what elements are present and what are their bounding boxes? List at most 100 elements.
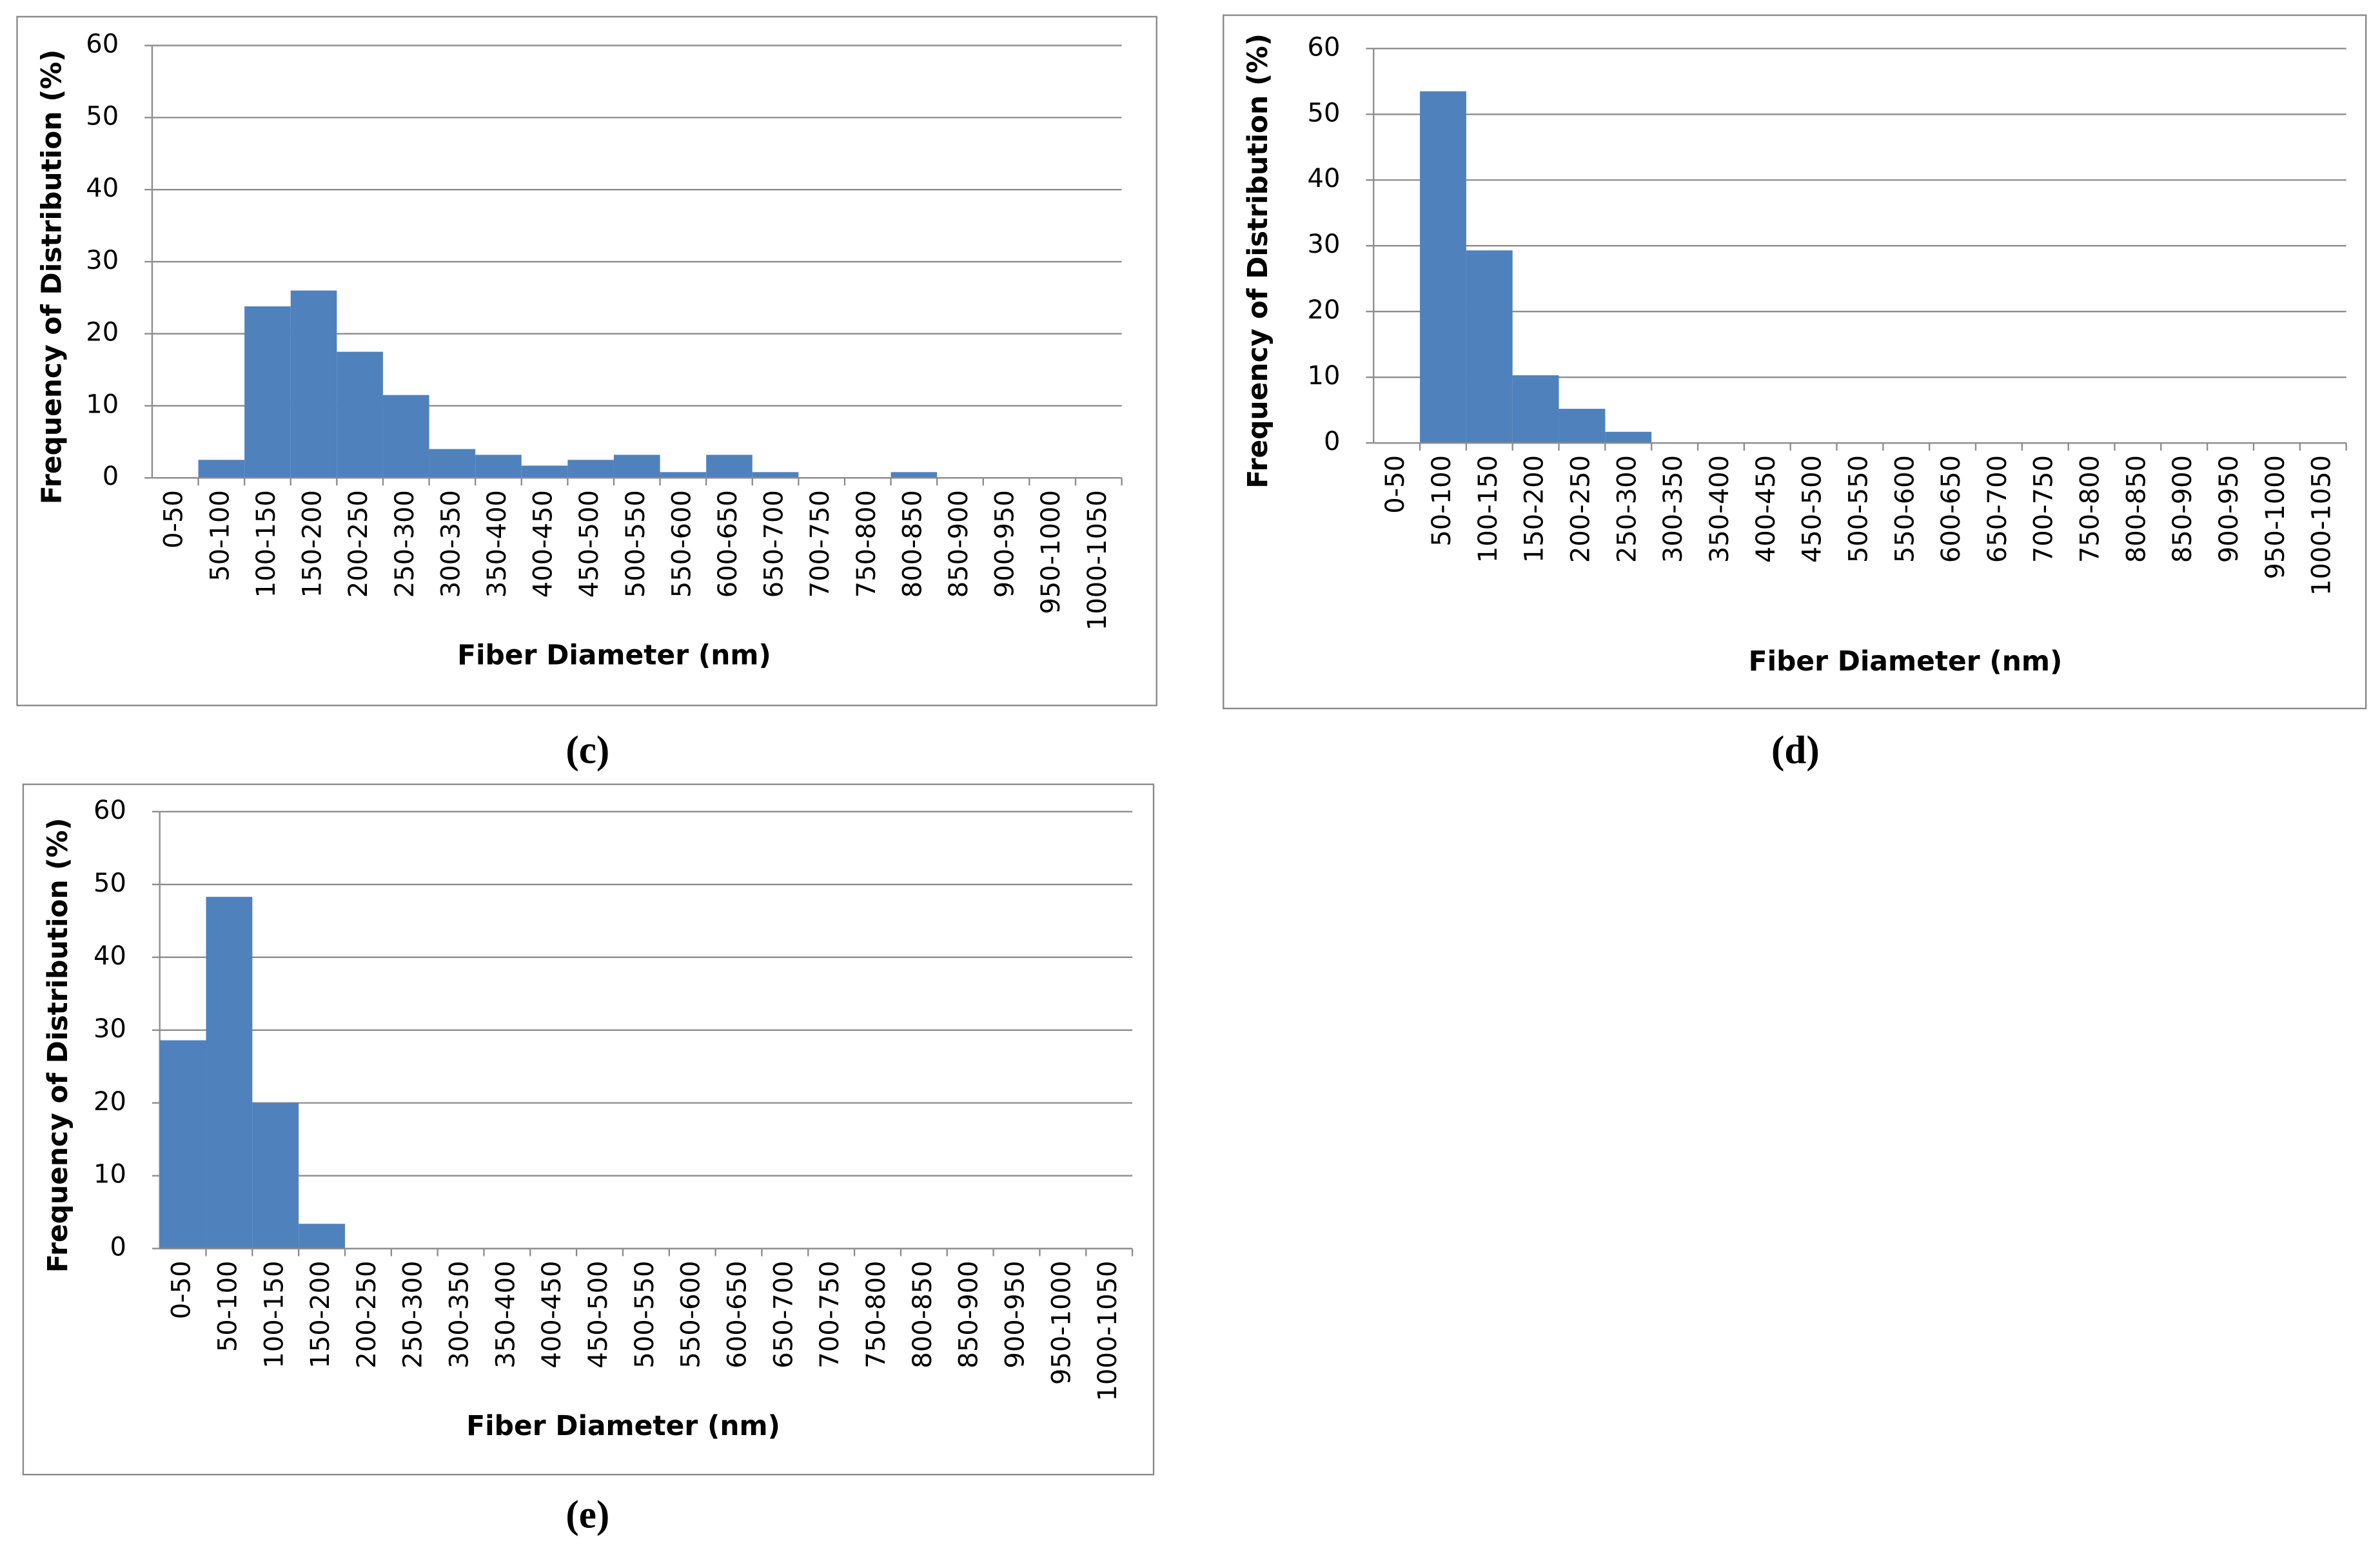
y-tick-label: 50: [86, 101, 119, 131]
x-tick-label: 300-350: [1658, 455, 1688, 563]
x-tick-label: 950-1000: [1047, 1260, 1076, 1385]
x-tick-label: 650-700: [1983, 455, 2012, 563]
bar: [1512, 375, 1559, 444]
y-axis-title: Frequency of Distribution (%): [35, 50, 67, 505]
bar: [706, 455, 752, 478]
y-tick-label: 10: [86, 389, 119, 419]
y-tick-label: 0: [1324, 427, 1340, 456]
y-tick-label: 60: [1308, 32, 1341, 62]
x-tick-label: 800-850: [2121, 455, 2151, 563]
x-tick-label: 250-300: [1612, 455, 1642, 563]
x-tick-label: 100-150: [1473, 455, 1503, 563]
x-tick-label: 750-800: [861, 1260, 891, 1368]
bar: [521, 465, 568, 478]
y-tick-label: 60: [93, 796, 126, 825]
x-axis-title: Fiber Diameter (nm): [1749, 645, 2063, 677]
x-tick-label: 350-400: [491, 1260, 520, 1368]
caption: (e): [565, 1493, 609, 1537]
x-tick-label: 900-950: [1001, 1260, 1030, 1368]
y-tick-label: 0: [103, 462, 119, 491]
bar: [1559, 409, 1606, 444]
bar: [244, 306, 291, 478]
x-tick-label: 900-950: [2214, 455, 2244, 563]
y-tick-label: 50: [93, 868, 126, 898]
x-tick-label: 1000-1050: [2307, 455, 2337, 596]
y-tick-label: 0: [110, 1233, 126, 1262]
bar: [567, 460, 614, 478]
caption: (d): [1771, 729, 1820, 772]
x-tick-label: 550-600: [676, 1260, 706, 1368]
x-tick-label: 0-50: [1381, 455, 1410, 514]
x-tick-label: 500-550: [1844, 455, 1873, 563]
caption: (c): [565, 729, 609, 772]
x-axis-title: Fiber Diameter (nm): [457, 639, 771, 670]
bar: [475, 455, 522, 478]
y-tick-label: 40: [86, 173, 119, 203]
y-tick-label: 20: [1308, 295, 1341, 325]
x-tick-label: 750-800: [2076, 455, 2105, 563]
x-tick-label: 300-350: [445, 1260, 475, 1368]
x-tick-label: 300-350: [436, 490, 466, 598]
bar: [1605, 431, 1652, 444]
x-tick-label: 500-550: [621, 490, 651, 598]
bar: [198, 460, 245, 478]
x-tick-label: 600-650: [723, 1260, 752, 1368]
x-tick-label: 550-600: [1890, 455, 1920, 563]
y-tick-label: 10: [1308, 361, 1341, 391]
bar: [660, 472, 707, 478]
bar: [159, 1040, 206, 1249]
x-tick-label: 200-250: [1566, 455, 1595, 563]
y-tick-label: 40: [93, 941, 126, 971]
x-axis-title: Fiber Diameter (nm): [466, 1410, 780, 1442]
bar: [206, 897, 253, 1249]
x-tick-label: 850-900: [2168, 455, 2198, 563]
x-tick-label: 100-150: [251, 490, 281, 598]
y-tick-label: 60: [86, 30, 119, 59]
bar: [1466, 250, 1513, 444]
x-tick-label: 850-900: [944, 490, 974, 598]
bar: [382, 395, 429, 478]
chart-frame: [16, 15, 1157, 707]
x-tick-label: 800-850: [898, 490, 927, 598]
bar: [337, 351, 383, 478]
chart-frame: [22, 783, 1155, 1476]
y-tick-label: 30: [93, 1014, 126, 1044]
bar: [890, 472, 938, 478]
bar: [429, 449, 476, 478]
x-tick-label: 400-450: [1751, 455, 1781, 563]
x-tick-label: 950-1000: [1036, 490, 1066, 614]
x-tick-label: 850-900: [954, 1260, 984, 1368]
x-tick-label: 350-400: [482, 490, 512, 598]
x-tick-label: 700-750: [805, 490, 835, 598]
y-tick-label: 20: [86, 318, 119, 347]
x-tick-label: 700-750: [815, 1260, 845, 1368]
x-tick-label: 0-50: [159, 490, 189, 549]
x-tick-label: 400-450: [529, 490, 558, 598]
x-tick-label: 250-300: [398, 1260, 428, 1368]
x-tick-label: 200-250: [352, 1260, 382, 1368]
bar: [252, 1102, 299, 1249]
y-axis-title: Frequency of Distribution (%): [1242, 34, 1274, 489]
x-tick-label: 600-650: [1936, 455, 1966, 563]
x-tick-label: 50-100: [1427, 455, 1457, 547]
x-tick-label: 50-100: [205, 490, 235, 582]
x-tick-label: 250-300: [390, 490, 420, 598]
x-tick-label: 150-200: [298, 490, 328, 598]
bar: [290, 290, 337, 478]
bar: [613, 455, 660, 478]
x-tick-label: 450-500: [575, 490, 604, 598]
x-tick-label: 900-950: [990, 490, 1020, 598]
chart-frame: [1223, 14, 2367, 710]
x-tick-label: 600-650: [713, 490, 743, 598]
x-tick-label: 0-50: [167, 1260, 197, 1319]
bar: [752, 472, 799, 478]
x-tick-label: 1000-1050: [1093, 1260, 1123, 1401]
y-tick-label: 10: [93, 1160, 126, 1189]
y-tick-label: 30: [1308, 230, 1341, 259]
bar: [299, 1224, 346, 1249]
x-tick-label: 450-500: [584, 1260, 613, 1368]
x-tick-label: 500-550: [630, 1260, 660, 1368]
y-tick-label: 20: [93, 1087, 126, 1117]
x-tick-label: 100-150: [259, 1260, 289, 1368]
